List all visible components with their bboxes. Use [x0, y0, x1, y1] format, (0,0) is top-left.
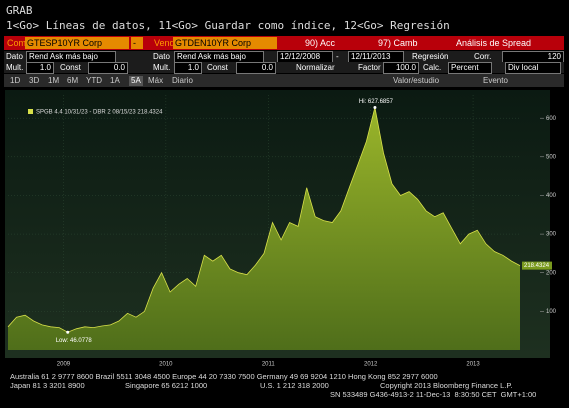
y-tick-label: 200 — [546, 270, 557, 276]
checkbox-label[interactable]: Corr. — [474, 52, 492, 61]
input[interactable]: 1.0 — [26, 62, 54, 74]
tab[interactable]: YTD — [86, 76, 102, 85]
input[interactable]: 100.0 — [383, 62, 419, 74]
camb-button[interactable]: 97) Camb — [378, 38, 418, 48]
y-tick-label: 100 — [546, 309, 557, 315]
dash: - — [131, 37, 143, 49]
vend-label: Vend — [154, 38, 175, 48]
input[interactable]: 0.0 — [88, 62, 128, 74]
label: Dato — [6, 52, 23, 61]
label: Const — [60, 63, 81, 72]
dropdown[interactable]: Rend Ask más bajo — [26, 51, 116, 63]
footer: Japan 81 3 3201 8900 — [10, 381, 85, 390]
last-value-label: 218.4324 — [524, 263, 550, 269]
checkbox-label[interactable]: Regresión — [412, 52, 449, 61]
footer: Australia 61 2 9777 8600 Brazil 5511 304… — [10, 372, 438, 381]
tab[interactable]: Máx — [148, 76, 164, 85]
y-tick-label: 600 — [546, 116, 557, 122]
tab-right[interactable]: Evento — [483, 76, 508, 85]
settings-row — [4, 62, 564, 73]
tab-bar — [4, 74, 564, 87]
label: Mult. — [6, 63, 24, 72]
dropdown[interactable]: Div local — [505, 62, 561, 74]
dropdown[interactable]: Percent — [448, 62, 492, 74]
screen-code: GRAB — [6, 4, 33, 17]
acc-button[interactable]: 90) Acc — [305, 38, 336, 48]
x-tick-label: 2013 — [466, 362, 480, 368]
y-tick-label: 400 — [546, 193, 557, 199]
legend: SPGB 4.4 10/31/23 - DBR 2 08/15/23 218.4… — [36, 110, 163, 116]
high-label: Hi: 627.6857 — [359, 99, 394, 105]
label: Mult. — [153, 63, 171, 72]
tab[interactable]: Diario — [172, 76, 193, 85]
hint: 1<Go> Líneas de datos, 11<Go> Guardar co… — [6, 19, 450, 32]
toolbar — [4, 36, 564, 50]
x-tick-label: 2010 — [159, 362, 173, 368]
last-value-box — [522, 261, 552, 270]
label: Calc. — [423, 63, 442, 72]
x-tick-label: 2012 — [364, 362, 378, 368]
tab[interactable]: 1A — [110, 76, 120, 85]
footer: U.S. 1 212 318 2000 — [260, 381, 329, 390]
footer: SN 533489 G436-4913-2 11-Dec-13 8:30:50 … — [330, 390, 537, 399]
footer: Copyright 2013 Bloomberg Finance L.P. — [380, 381, 513, 390]
input[interactable]: 0.0 — [236, 62, 276, 74]
tab[interactable]: 6M — [67, 76, 79, 85]
checkbox-label[interactable]: Normalizar — [296, 63, 335, 72]
vend-input[interactable]: GTDEN10YR Corp — [173, 37, 277, 49]
label: Dato — [153, 52, 170, 61]
y-tick-label: 300 — [546, 232, 557, 238]
chart: 100 200 300 400 500 600 2009 2010 2011 2012 2013 21… — [5, 90, 557, 368]
label: Const — [207, 63, 228, 72]
comp-input[interactable]: GTESP10YR Corp — [25, 37, 129, 49]
tab[interactable]: 1D — [10, 76, 21, 85]
x-tick-label: 2011 — [262, 362, 276, 368]
y-tick-label: 500 — [546, 154, 557, 160]
dash: - — [336, 52, 339, 61]
tab-right[interactable]: Valor/estudio — [393, 76, 440, 85]
label: Factor — [358, 63, 381, 72]
input[interactable]: 1.0 — [174, 62, 202, 74]
x-tick-label: 2009 — [57, 362, 71, 368]
screen-title: Análisis de Spread — [456, 38, 532, 48]
comp-label: Comp — [7, 38, 32, 48]
low-marker — [66, 330, 70, 334]
tab[interactable]: 1M — [48, 76, 60, 85]
high-marker — [373, 105, 377, 109]
tab[interactable]: 5A — [129, 76, 143, 86]
area — [8, 107, 520, 350]
low-label: Low: 46.0778 — [56, 338, 93, 344]
tab[interactable]: 3D — [29, 76, 40, 85]
area-line — [7, 107, 521, 333]
footer: Singapore 65 6212 1000 — [125, 381, 208, 390]
legend-swatch — [28, 109, 33, 114]
